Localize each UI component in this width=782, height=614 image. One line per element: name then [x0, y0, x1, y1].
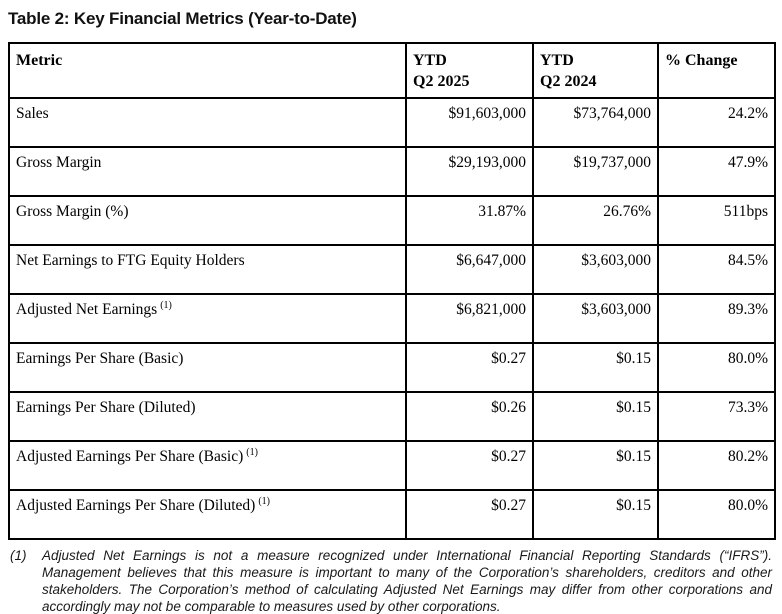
value-ytd-2025: 31.87% [405, 195, 534, 246]
key-financial-metrics-table: Metric YTD Q2 2025 YTD Q2 2024 % Change … [8, 42, 776, 540]
value-percent-change: 89.3% [657, 293, 776, 344]
value-ytd-2025: $0.27 [405, 342, 534, 393]
metric-text: Gross Margin (%) [16, 203, 129, 220]
footnote-marker: (1) [10, 548, 27, 563]
value-ytd-2025: $29,193,000 [405, 146, 534, 197]
value-ytd-2025: $0.26 [405, 391, 534, 442]
table-row-adjusted-eps-diluted: Adjusted Earnings Per Share (Diluted) (1)… [8, 489, 776, 540]
table-row-sales: Sales $91,603,000 $73,764,000 24.2% [8, 97, 776, 148]
header-cell-percent-change: % Change [657, 42, 776, 99]
header-cell-metric: Metric [8, 42, 407, 99]
header-cell-ytd-q2-2025: YTD Q2 2025 [405, 42, 534, 99]
value-percent-change: 47.9% [657, 146, 776, 197]
footnote-ref: (1) [258, 496, 271, 507]
value-ytd-2024: $0.15 [532, 342, 659, 393]
metric-text: Sales [16, 105, 49, 122]
value-ytd-2024: $0.15 [532, 391, 659, 442]
table-row-adjusted-eps-basic: Adjusted Earnings Per Share (Basic) (1) $… [8, 440, 776, 491]
value-ytd-2025: $6,821,000 [405, 293, 534, 344]
value-ytd-2024: $3,603,000 [532, 244, 659, 295]
value-ytd-2025: $6,647,000 [405, 244, 534, 295]
value-ytd-2024: 26.76% [532, 195, 659, 246]
footnote: (1) Adjusted Net Earnings is not a measu… [10, 547, 772, 614]
metric-label: Adjusted Net Earnings (1) [8, 293, 407, 344]
table-row-gross-margin: Gross Margin $29,193,000 $19,737,000 47.… [8, 146, 776, 197]
value-percent-change: 84.5% [657, 244, 776, 295]
table-row-net-earnings: Net Earnings to FTG Equity Holders $6,64… [8, 244, 776, 295]
metric-text: Gross Margin [16, 154, 102, 171]
value-ytd-2024: $73,764,000 [532, 97, 659, 148]
metric-label: Adjusted Earnings Per Share (Diluted) (1) [8, 489, 407, 540]
metric-label: Gross Margin [8, 146, 407, 197]
header-ytd-2025-line1: YTD [413, 52, 447, 69]
value-percent-change: 80.0% [657, 342, 776, 393]
footnote-text: Adjusted Net Earnings is not a measure r… [42, 548, 772, 614]
value-percent-change: 80.0% [657, 489, 776, 540]
value-ytd-2024: $3,603,000 [532, 293, 659, 344]
value-ytd-2025: $0.27 [405, 489, 534, 540]
metric-label: Earnings Per Share (Basic) [8, 342, 407, 393]
metric-text: Earnings Per Share (Diluted) [16, 399, 196, 416]
value-percent-change: 80.2% [657, 440, 776, 491]
metric-label: Adjusted Earnings Per Share (Basic) (1) [8, 440, 407, 491]
table-row-eps-basic: Earnings Per Share (Basic) $0.27 $0.15 8… [8, 342, 776, 393]
table-row-adjusted-net-earnings: Adjusted Net Earnings (1) $6,821,000 $3,6… [8, 293, 776, 344]
value-percent-change: 511bps [657, 195, 776, 246]
financial-report-page: Table 2: Key Financial Metrics (Year-to-… [0, 9, 782, 614]
header-ytd-2025-line2: Q2 2025 [413, 73, 470, 90]
value-percent-change: 24.2% [657, 97, 776, 148]
metric-text: Adjusted Earnings Per Share (Basic) [16, 448, 244, 465]
header-cell-ytd-q2-2024: YTD Q2 2024 [532, 42, 659, 99]
value-ytd-2025: $0.27 [405, 440, 534, 491]
metric-label: Earnings Per Share (Diluted) [8, 391, 407, 442]
value-ytd-2024: $0.15 [532, 489, 659, 540]
header-percent-change-label: % Change [665, 52, 738, 69]
header-ytd-2024-line1: YTD [540, 52, 574, 69]
metric-label: Gross Margin (%) [8, 195, 407, 246]
metric-text: Earnings Per Share (Basic) [16, 350, 184, 367]
footnote-ref: (1) [246, 447, 258, 458]
value-ytd-2025: $91,603,000 [405, 97, 534, 148]
metric-label: Sales [8, 97, 407, 148]
metric-text: Adjusted Earnings Per Share (Diluted) [16, 497, 256, 514]
page-title: Table 2: Key Financial Metrics (Year-to-… [8, 9, 357, 28]
header-metric-label: Metric [16, 52, 63, 69]
table-header-row: Metric YTD Q2 2025 YTD Q2 2024 % Change [8, 42, 776, 99]
metric-text: Net Earnings to FTG Equity Holders [16, 252, 245, 269]
header-ytd-2024-line2: Q2 2024 [540, 73, 597, 90]
metric-label: Net Earnings to FTG Equity Holders [8, 244, 407, 295]
footnote-ref: (1) [160, 300, 172, 311]
table-row-eps-diluted: Earnings Per Share (Diluted) $0.26 $0.15… [8, 391, 776, 442]
value-ytd-2024: $19,737,000 [532, 146, 659, 197]
value-percent-change: 73.3% [657, 391, 776, 442]
table-row-gross-margin-pct: Gross Margin (%) 31.87% 26.76% 511bps [8, 195, 776, 246]
value-ytd-2024: $0.15 [532, 440, 659, 491]
metric-text: Adjusted Net Earnings [16, 301, 158, 318]
